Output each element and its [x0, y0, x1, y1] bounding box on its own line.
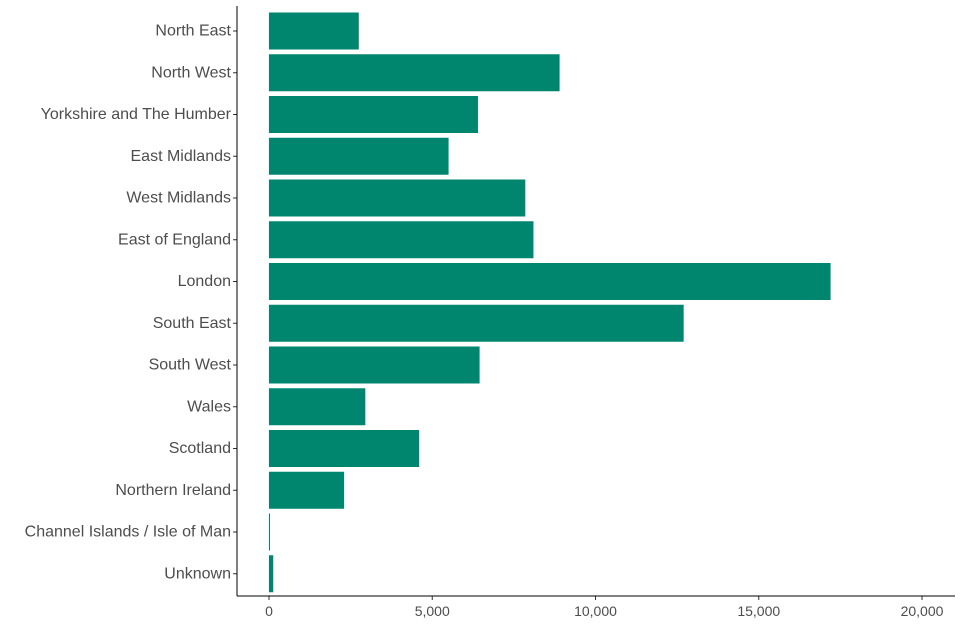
x-tick-label: 15,000: [737, 603, 780, 619]
category-label: Yorkshire and The Humber: [41, 106, 232, 123]
category-label: North West: [151, 64, 231, 81]
bar-channel-islands-isle-of-man: [269, 513, 270, 551]
bar-south-west: [269, 346, 480, 384]
x-tick-label: 10,000: [574, 603, 617, 619]
bar-south-east: [269, 304, 684, 342]
category-label: South West: [149, 357, 232, 374]
category-label: East Midlands: [131, 148, 232, 165]
category-label: Unknown: [164, 565, 231, 582]
bar-london: [269, 263, 831, 300]
bar-wales: [269, 388, 366, 426]
bar-scotland: [269, 430, 420, 467]
x-tick-label: 0: [265, 603, 273, 619]
category-label: Scotland: [169, 440, 231, 457]
bar-north-west: [269, 54, 560, 92]
x-tick-label: 20,000: [901, 603, 944, 619]
bar-east-midlands: [269, 137, 449, 175]
category-label: Wales: [187, 398, 231, 415]
bar-east-of-england: [269, 221, 534, 259]
category-label: East of England: [118, 231, 231, 248]
x-axis-ticks: 0 5,000 10,000 15,000 20,000: [265, 596, 944, 619]
category-label: North East: [155, 23, 231, 40]
category-label: South East: [153, 315, 232, 332]
bar-north-east: [269, 12, 359, 50]
bar-unknown: [269, 555, 274, 593]
x-tick-label: 5,000: [415, 603, 450, 619]
category-label: London: [178, 273, 231, 290]
bar-yorkshire-and-the-humber: [269, 96, 478, 133]
category-label: West Midlands: [126, 190, 231, 207]
bar-northern-ireland: [269, 471, 345, 509]
bars-group: [269, 12, 831, 593]
category-label: Channel Islands / Isle of Man: [25, 524, 231, 541]
category-label: Northern Ireland: [115, 482, 231, 499]
bar-west-midlands: [269, 179, 526, 217]
category-labels: North East North West Yorkshire and The Hu…: [25, 23, 237, 582]
